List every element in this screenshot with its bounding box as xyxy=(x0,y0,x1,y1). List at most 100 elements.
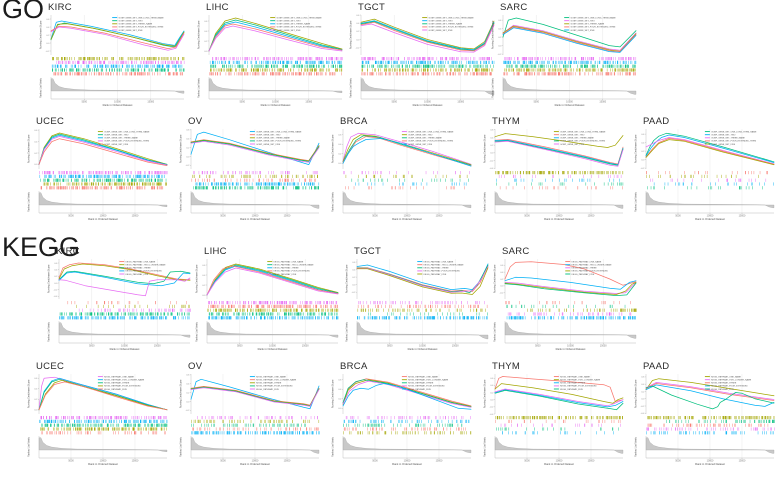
legend-label: KEGG_PATHWAY_FOUR_EXTENDED xyxy=(711,385,748,388)
es-tick-label: 0.6 xyxy=(186,375,190,377)
panel-title-go-tgct: TGCT xyxy=(358,2,386,13)
x-tick-label: 5000 xyxy=(220,460,226,463)
legend-label: GOBP_GENE_SET_FOUR_EXTENDED_TERM xyxy=(104,141,149,143)
es-y-axis-label: Running Enrichment Score xyxy=(345,264,348,293)
panel-chart-go-paad: -0.2 0.0 0.2 0.4 0.6 GOBP_GENE_SET_ONE_LONG_T… xyxy=(634,129,775,221)
x-tick-label: 5000 xyxy=(524,460,530,463)
es-tick-label: 0.6 xyxy=(356,15,360,17)
es-curve-s4 xyxy=(38,377,168,411)
legend-label: GOBP_GENE_SET_TWO xyxy=(560,135,585,137)
es-tick-label: 0.2 xyxy=(338,399,342,401)
es-curve-s5 xyxy=(504,282,637,294)
x-tick-label: 15000 xyxy=(436,215,443,218)
x-tick-label: 5000 xyxy=(68,215,74,218)
es-curve-s2 xyxy=(58,263,191,281)
es-curve-s1 xyxy=(342,378,472,407)
gsea-panel-go-paad: PAAD -0.2 0.0 0.2 0.4 0.6 GOBP_GENE_SET_ONE_LO… xyxy=(633,116,778,228)
es-y-axis-label: Running Enrichment Score xyxy=(331,379,334,408)
es-tick-label: 0.0 xyxy=(498,45,502,47)
legend-label: GOBP_GENE_SET_FOUR_EXTENDED_TERM xyxy=(408,141,453,143)
legend-label: KEGG_PATHWAY_TWO_LONGER_NAME xyxy=(408,379,449,382)
es-curve-s2 xyxy=(342,379,472,407)
legend-label: GOBP_GENE_SET_FIVE xyxy=(276,30,301,32)
es-curve-s3 xyxy=(206,264,339,296)
x-tick-label: 10000 xyxy=(707,215,714,218)
es-tick-label: 0.6 xyxy=(34,130,38,132)
gsea-panel-kegg-paad: PAAD -0.4 -0.2 0.0 0.2 0.4 0.6 KEGG_PATHWAY_ONE… xyxy=(633,361,778,473)
es-tick-label: 0.4 xyxy=(641,142,645,144)
es-tick-label: 0.0 xyxy=(202,295,206,297)
legend-label: KEGG_PATHWAY_THREE xyxy=(274,267,300,270)
x-axis-label: Rank in Ordered Dataset xyxy=(695,217,725,221)
es-curve-s3 xyxy=(38,133,168,165)
x-tick-label: 10000 xyxy=(556,460,563,463)
legend-label: GOBP_GENE_SET_FIVE xyxy=(560,144,585,146)
es-tick-label: 0.0 xyxy=(352,284,356,286)
x-tick-label: 10000 xyxy=(252,460,259,463)
es-tick-label: 0.2 xyxy=(186,147,190,149)
ranked-list-metric-area xyxy=(645,192,775,208)
legend-label: KEGG_PATHWAY_TWO_LONGER_NAME xyxy=(104,379,145,382)
es-tick-label: 0.6 xyxy=(204,21,208,23)
es-tick-label: 0.4 xyxy=(352,269,356,271)
x-tick-label: 15000 xyxy=(147,101,154,104)
x-axis-label: Rank in Ordered Dataset xyxy=(544,217,574,221)
legend-label: KEGG_PATHWAY_FOUR_EXTENDED xyxy=(424,270,461,273)
es-tick-label: -0.2 xyxy=(54,289,59,291)
x-tick-label: 10000 xyxy=(100,215,107,218)
es-curve-s2 xyxy=(356,267,489,295)
panel-title-kegg-ucec: UCEC xyxy=(36,361,65,372)
x-tick-label: 5000 xyxy=(524,215,530,218)
es-tick-label: 0.2 xyxy=(500,279,504,281)
es-curve-s5 xyxy=(38,136,168,166)
es-tick-label: 0.0 xyxy=(186,156,190,158)
ranked-list-metric-area xyxy=(190,437,320,454)
es-curve-s1 xyxy=(208,23,343,52)
es-y-axis-label: Running Enrichment Score xyxy=(349,20,352,49)
x-tick-label: 10000 xyxy=(114,101,121,104)
ranked-list-metric-area xyxy=(360,78,495,96)
legend-label: KEGG_PATHWAY_TWO_LONGER_NAME xyxy=(424,264,465,267)
rank-y-axis-label: Ranked List Metric xyxy=(483,436,486,457)
es-tick-label: 0.2 xyxy=(34,399,38,401)
es-y-axis-label: Running Enrichment Score xyxy=(493,264,496,293)
es-tick-label: 0.4 xyxy=(186,384,190,386)
es-tick-label: -0.2 xyxy=(641,406,646,408)
legend-label: GOBP_GENE_SET_THREE_NAME xyxy=(104,137,138,140)
legend-label: GOBP_GENE_SET_ONE_LONG_TERM_NAME xyxy=(256,130,302,133)
es-tick-label: 0.0 xyxy=(356,39,360,41)
es-curve-s1 xyxy=(38,138,168,166)
panel-title-go-ov: OV xyxy=(188,116,203,127)
x-tick-label: 10000 xyxy=(252,215,259,218)
es-tick-label: -0.4 xyxy=(54,296,59,298)
legend-label: KEGG_PATHWAY_FOUR_EXTENDED xyxy=(126,270,163,273)
panel-title-go-lihc: LIHC xyxy=(206,2,229,13)
panel-chart-go-ov: -0.2 0.0 0.2 0.4 0.6 GOBP_GENE_SET_ONE_LONG_T… xyxy=(179,129,320,221)
x-axis-label: Rank in Ordered Dataset xyxy=(392,462,422,466)
x-tick-label: 15000 xyxy=(599,101,606,104)
x-tick-label: 10000 xyxy=(424,101,431,104)
panel-chart-go-ucec: 0.0 0.2 0.4 0.6 GOBP_GENE_SET_ONE_LONG_TERM_… xyxy=(27,129,168,221)
x-tick-label: 15000 xyxy=(588,460,595,463)
panel-title-go-sarc: SARC xyxy=(500,2,528,13)
es-tick-label: 0.4 xyxy=(490,137,494,139)
es-curve-s4 xyxy=(645,384,775,407)
panel-title-go-kirc: KIRC xyxy=(48,2,72,13)
gsea-panel-kegg-ucec: UCEC 0.0 0.2 0.4 0.6 KEGG_PATHWAY_ONE_NAME KEG… xyxy=(26,361,171,473)
ranked-list-metric-area xyxy=(504,322,637,339)
x-tick-label: 15000 xyxy=(132,215,139,218)
panel-chart-kegg-lihc: 0.00.20.40.6KEGG_PATHWAY_ONE_NAMEKEGG_PA… xyxy=(195,259,339,351)
legend-label: KEGG_PATHWAY_THREE xyxy=(408,382,434,385)
legend-label: GOBP_GENE_SET_FIVE xyxy=(104,144,129,146)
x-tick-label: 15000 xyxy=(739,215,746,218)
legend-label: GOBP_GENE_SET_TWO xyxy=(570,21,595,23)
es-y-axis-label: Running Enrichment Score xyxy=(27,134,30,163)
es-curve-s5 xyxy=(494,140,624,167)
x-tick-label: 10000 xyxy=(404,215,411,218)
ranked-list-metric-area xyxy=(50,78,185,94)
es-curve-s3 xyxy=(208,19,343,52)
es-curve-s1 xyxy=(494,376,624,402)
es-tick-label: -0.4 xyxy=(490,168,495,170)
legend-label: GOBP_GENE_SET_THREE_NAME xyxy=(408,137,442,140)
legend-label: KEGG_PATHWAY_TWO_LONGER_NAME xyxy=(711,379,752,382)
